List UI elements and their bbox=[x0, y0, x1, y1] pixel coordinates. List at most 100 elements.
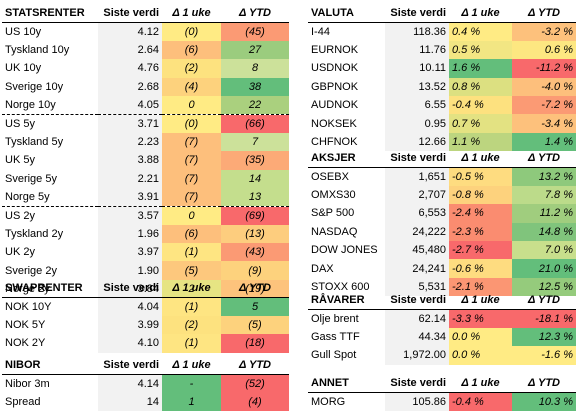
row-label: Tyskland 5y bbox=[5, 135, 64, 148]
table-row: Norge 10y 4.05 0 22 bbox=[2, 95, 289, 115]
col-header-week: Δ 1 uke bbox=[449, 4, 512, 23]
week-change: 1.1 % bbox=[449, 132, 512, 152]
table-row: S&P 500 6,553 -2.4 % 11.2 % bbox=[308, 204, 576, 223]
row-value: 2.21 bbox=[98, 169, 162, 188]
col-header-ytd: Δ YTD bbox=[512, 149, 576, 168]
col-header-value: Siste verdi bbox=[98, 356, 162, 375]
valuta-table: VALUTA Siste verdi Δ 1 uke Δ YTD I-44 118… bbox=[308, 4, 576, 152]
row-label: GBPNOK bbox=[311, 80, 359, 93]
week-change: 0 bbox=[162, 95, 221, 115]
col-header-week: Δ 1 uke bbox=[449, 374, 512, 393]
row-value: 13.52 bbox=[385, 77, 449, 96]
row-value: 4.05 bbox=[98, 95, 162, 115]
ravarer-table: RÅVARER Siste verdi Δ 1 uke Δ YTD Olje b… bbox=[308, 291, 576, 365]
ytd-change: (9) bbox=[221, 261, 289, 280]
ytd-change: -11.2 % bbox=[512, 59, 576, 78]
table-row: US 10y 4.12 (0) (45) bbox=[2, 22, 289, 41]
week-change: (4) bbox=[162, 77, 221, 96]
row-value: 4.12 bbox=[98, 22, 162, 41]
ytd-change: 8 bbox=[221, 59, 289, 78]
row-value: 2.68 bbox=[98, 77, 162, 96]
table-row: Gass TTF 44.34 0.0 % 12.3 % bbox=[308, 327, 576, 347]
table-header-row: SWAPRENTER Siste verdi Δ 1 uke Δ YTD bbox=[2, 279, 289, 298]
ytd-change: 5 bbox=[221, 297, 289, 316]
table-row: I-44 118.36 0.4 % -3.2 % bbox=[308, 22, 576, 41]
table-row: Olje brent 62.14 -3.3 % -18.1 % bbox=[308, 309, 576, 328]
row-label: Sverige 5y bbox=[5, 172, 57, 185]
ytd-change: 7.0 % bbox=[512, 240, 576, 260]
ytd-change: 13.2 % bbox=[512, 167, 576, 186]
row-label: S&P 500 bbox=[311, 207, 355, 220]
ytd-change: 22 bbox=[221, 95, 289, 115]
table-row: USDNOK 10.11 1.6 % -11.2 % bbox=[308, 59, 576, 78]
ytd-change: (35) bbox=[221, 151, 289, 170]
row-value: 3.97 bbox=[98, 243, 162, 262]
row-value: 4.10 bbox=[98, 334, 162, 353]
table-row: NOKSEK 0.95 0.7 % -3.4 % bbox=[308, 114, 576, 133]
ytd-change: 7 bbox=[221, 132, 289, 152]
col-header-ytd: Δ YTD bbox=[221, 356, 289, 375]
row-label: Tyskland 2y bbox=[5, 227, 64, 240]
week-change: -2.3 % bbox=[449, 222, 512, 241]
table-row: MORG 105.86 -0.4 % 10.3 % bbox=[308, 392, 576, 411]
week-change: -2.4 % bbox=[449, 204, 512, 223]
col-header-value: Siste verdi bbox=[385, 291, 449, 310]
ytd-change: (66) bbox=[221, 113, 289, 133]
table-row: EURNOK 11.76 0.5 % 0.6 % bbox=[308, 40, 576, 60]
row-label: CHFNOK bbox=[311, 135, 358, 148]
table-row: Tyskland 10y 2.64 (6) 27 bbox=[2, 40, 289, 60]
section-title: RÅVARER bbox=[308, 291, 385, 310]
week-change: (7) bbox=[162, 151, 221, 170]
row-value: 6,553 bbox=[385, 204, 449, 223]
table-row: Sverige 2y 1.90 (5) (9) bbox=[2, 261, 289, 280]
week-change: (1) bbox=[162, 334, 221, 353]
week-change: 0.0 % bbox=[449, 346, 512, 365]
ytd-change: (52) bbox=[221, 374, 289, 393]
col-header-week: Δ 1 uke bbox=[162, 356, 221, 375]
row-value: 3.57 bbox=[98, 205, 162, 225]
table-row: Nibor 3m 4.14- (52) bbox=[2, 374, 289, 393]
week-change: (2) bbox=[162, 315, 221, 335]
table-row: Spread 14 1 (4) bbox=[2, 392, 289, 412]
row-label: I-44 bbox=[311, 25, 330, 38]
row-label: NOK 5Y bbox=[5, 318, 46, 331]
week-change: (0) bbox=[162, 22, 221, 41]
row-label: Nibor 3m bbox=[5, 377, 50, 390]
col-header-ytd: Δ YTD bbox=[512, 374, 576, 393]
col-header-value: Siste verdi bbox=[385, 4, 449, 23]
ytd-change: 14.8 % bbox=[512, 222, 576, 241]
row-value: 6.55 bbox=[385, 95, 449, 115]
table-row: Sverige 10y 2.68 (4) 38 bbox=[2, 77, 289, 96]
table-row: Tyskland 5y 2.23 (7) 7 bbox=[2, 132, 289, 152]
table-row: NASDAQ 24,222 -2.3 % 14.8 % bbox=[308, 222, 576, 241]
ytd-change: (13) bbox=[221, 224, 289, 244]
row-label: US 10y bbox=[5, 25, 42, 38]
table-row: UK 5y 3.88 (7) (35) bbox=[2, 151, 289, 170]
week-change: (6) bbox=[162, 40, 221, 60]
table-row: DAX 24,241 -0.6 % 21.0 % bbox=[308, 259, 576, 278]
section-title: AKSJER bbox=[308, 149, 385, 168]
row-value: 4.14 bbox=[98, 374, 162, 393]
week-change: 0.4 % bbox=[449, 22, 512, 41]
week-change: -2.7 % bbox=[449, 240, 512, 260]
ytd-change: 21.0 % bbox=[512, 259, 576, 278]
week-change: -3.3 % bbox=[449, 309, 512, 328]
section-title: SWAPRENTER bbox=[2, 279, 98, 298]
col-header-week: Δ 1 uke bbox=[449, 149, 512, 168]
ytd-change: 10.3 % bbox=[512, 392, 576, 411]
ytd-change: -7.2 % bbox=[512, 95, 576, 115]
table-header-row: RÅVARER Siste verdi Δ 1 uke Δ YTD bbox=[308, 291, 576, 310]
row-value: 45,480 bbox=[385, 240, 449, 260]
week-change: (5) bbox=[162, 261, 221, 280]
col-header-ytd: Δ YTD bbox=[512, 291, 576, 310]
row-label: Sverige 10y bbox=[5, 80, 64, 93]
col-header-week: Δ 1 uke bbox=[162, 279, 221, 298]
col-header-value: Siste verdi bbox=[98, 4, 162, 23]
row-value: 11.76 bbox=[385, 40, 449, 60]
week-change: -0.4 % bbox=[449, 392, 512, 411]
row-label: EURNOK bbox=[311, 43, 359, 56]
ytd-change: -1.6 % bbox=[512, 346, 576, 365]
row-value: 1,651 bbox=[385, 167, 449, 186]
row-value: 14 bbox=[98, 392, 162, 412]
